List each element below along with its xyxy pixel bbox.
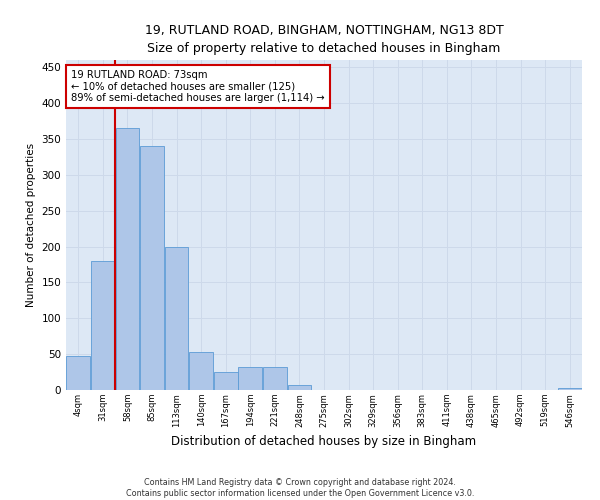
Bar <box>287 385 311 390</box>
X-axis label: Distribution of detached houses by size in Bingham: Distribution of detached houses by size … <box>172 435 476 448</box>
Bar <box>238 367 262 390</box>
Bar <box>214 372 238 390</box>
Bar <box>67 356 90 390</box>
Bar <box>164 246 188 390</box>
Text: Contains HM Land Registry data © Crown copyright and database right 2024.
Contai: Contains HM Land Registry data © Crown c… <box>126 478 474 498</box>
Bar <box>189 352 213 390</box>
Bar <box>140 146 164 390</box>
Bar <box>116 128 139 390</box>
Bar <box>91 261 115 390</box>
Title: 19, RUTLAND ROAD, BINGHAM, NOTTINGHAM, NG13 8DT
Size of property relative to det: 19, RUTLAND ROAD, BINGHAM, NOTTINGHAM, N… <box>145 24 503 54</box>
Bar <box>558 388 581 390</box>
Text: 19 RUTLAND ROAD: 73sqm
← 10% of detached houses are smaller (125)
89% of semi-de: 19 RUTLAND ROAD: 73sqm ← 10% of detached… <box>71 70 325 103</box>
Y-axis label: Number of detached properties: Number of detached properties <box>26 143 36 307</box>
Bar <box>263 367 287 390</box>
